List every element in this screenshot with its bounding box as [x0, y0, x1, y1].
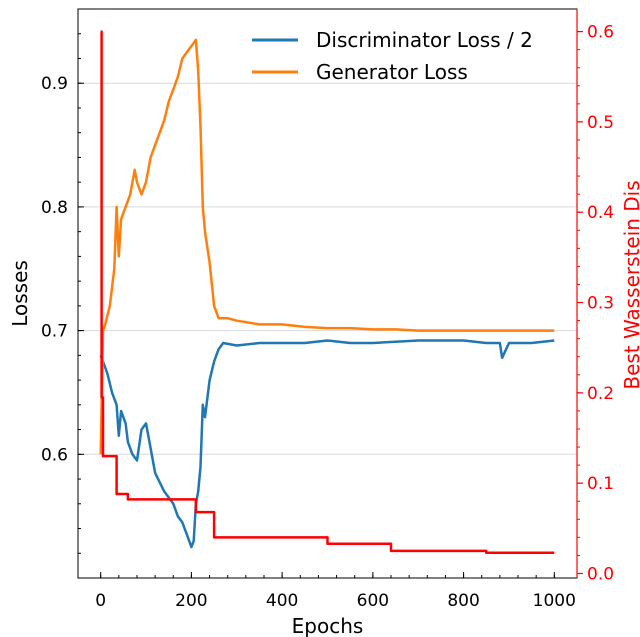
plot-frame	[77, 8, 578, 579]
axes: 0 200 400 600 800 1000 0.6 0.7 0.8 0.9 0.0 0.1 0.2 0.…	[8, 8, 640, 637]
discriminator-series-line	[99, 339, 555, 549]
y2-tick-label: 0.0	[587, 564, 614, 584]
y-tick-label: 0.8	[41, 198, 68, 218]
y2-tick-label: 0.4	[587, 203, 614, 223]
x-tick-label: 0	[95, 591, 106, 611]
y-tick-label: 0.9	[41, 74, 68, 94]
legend-label: Generator Loss	[316, 60, 468, 84]
grid-lines	[78, 82, 577, 455]
generator-series-line	[99, 38, 555, 455]
y2-axis-label: Best Wasserstein Dis	[620, 180, 640, 389]
legend-label: Discriminator Loss / 2	[316, 28, 533, 52]
x-axis-label: Epochs	[292, 614, 364, 637]
y-tick-label: 0.7	[41, 322, 68, 342]
wasserstein-series-line	[100, 30, 555, 554]
x-tick-label: 200	[175, 591, 207, 611]
x-tick-label: 600	[357, 591, 389, 611]
x-tick-label: 1000	[533, 591, 576, 611]
y2-tick-label: 0.5	[587, 113, 614, 133]
series-layer	[99, 30, 555, 554]
x-tick-label: 800	[447, 591, 479, 611]
y-axis-label: Losses	[8, 260, 32, 327]
y-tick-label: 0.6	[41, 445, 68, 465]
y2-tick-label: 0.3	[587, 294, 614, 314]
y2-tick-label: 0.2	[587, 384, 614, 404]
y2-tick-label: 0.6	[587, 23, 614, 43]
y2-tick-label: 0.1	[587, 474, 614, 494]
x-tick-label: 400	[266, 591, 298, 611]
legend: Discriminator Loss / 2 Generator Loss	[252, 28, 533, 84]
